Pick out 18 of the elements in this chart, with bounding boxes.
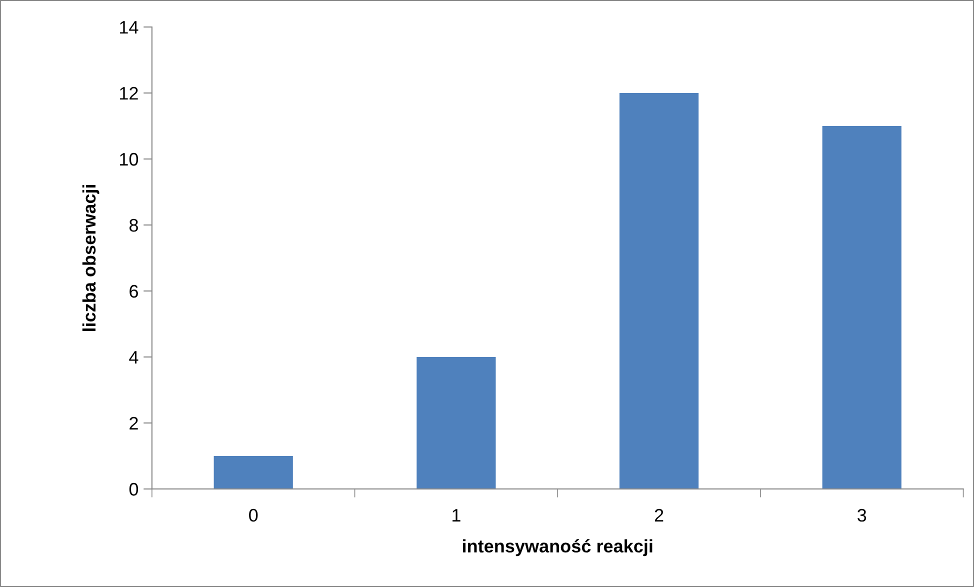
x-tick-label: 2 <box>654 508 664 522</box>
y-tick-label: 0 <box>129 482 138 496</box>
y-tick-label: 14 <box>120 21 138 34</box>
y-axis-title: liczba obserwacji <box>82 185 100 331</box>
x-tick-label: 1 <box>452 509 460 522</box>
y-tick-label: 6 <box>130 284 138 298</box>
bar <box>416 356 496 489</box>
y-tick-label: 12 <box>120 86 138 100</box>
bar <box>822 126 902 489</box>
bar <box>619 93 699 489</box>
y-tick-label: 4 <box>129 351 138 364</box>
bar <box>214 456 293 489</box>
y-tick-label: 2 <box>130 416 138 430</box>
x-tick-label: 0 <box>249 508 258 522</box>
y-tick-label: 10 <box>120 152 138 166</box>
y-tick-label: 8 <box>129 218 138 232</box>
x-tick-label: 3 <box>858 508 866 522</box>
x-axis-title: intensywaność reakcji <box>463 539 652 556</box>
